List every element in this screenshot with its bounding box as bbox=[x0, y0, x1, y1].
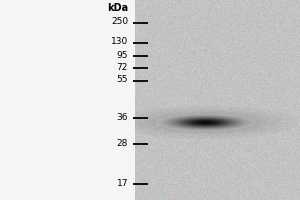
Text: 72: 72 bbox=[117, 62, 128, 72]
Text: kDa: kDa bbox=[107, 3, 128, 13]
Text: 17: 17 bbox=[116, 178, 128, 188]
Text: 28: 28 bbox=[117, 138, 128, 148]
Text: 250: 250 bbox=[111, 18, 128, 26]
Text: 36: 36 bbox=[116, 112, 128, 121]
Text: 130: 130 bbox=[111, 38, 128, 46]
Text: 55: 55 bbox=[116, 75, 128, 84]
Text: 95: 95 bbox=[116, 50, 128, 60]
